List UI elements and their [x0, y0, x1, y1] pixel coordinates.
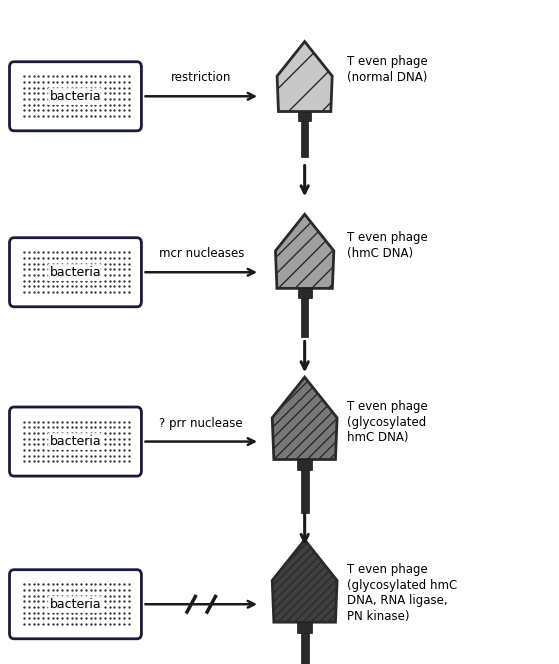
Bar: [297, 622, 312, 633]
Bar: [301, 633, 309, 664]
Text: bacteria: bacteria: [50, 90, 101, 103]
Bar: [301, 121, 308, 157]
Polygon shape: [277, 42, 332, 112]
Polygon shape: [272, 377, 337, 459]
Bar: [298, 112, 311, 121]
Text: ? prr nuclease: ? prr nuclease: [159, 416, 243, 430]
Bar: [297, 288, 312, 298]
Text: T even phage
(glycosylated hmC
DNA, RNA ligase,
PN kinase): T even phage (glycosylated hmC DNA, RNA …: [347, 563, 457, 623]
Text: mcr nucleases: mcr nucleases: [159, 247, 244, 260]
Text: bacteria: bacteria: [50, 598, 101, 611]
Bar: [301, 470, 309, 513]
Text: bacteria: bacteria: [50, 266, 101, 279]
Bar: [297, 459, 312, 470]
Text: T even phage
(hmC DNA): T even phage (hmC DNA): [347, 231, 427, 260]
Text: T even phage
(normal DNA): T even phage (normal DNA): [347, 55, 427, 84]
Polygon shape: [272, 540, 337, 622]
Text: bacteria: bacteria: [50, 435, 101, 448]
Bar: [301, 298, 308, 337]
Text: restriction: restriction: [171, 71, 231, 84]
Polygon shape: [276, 214, 334, 288]
Text: T even phage
(glycosylated
hmC DNA): T even phage (glycosylated hmC DNA): [347, 400, 427, 444]
